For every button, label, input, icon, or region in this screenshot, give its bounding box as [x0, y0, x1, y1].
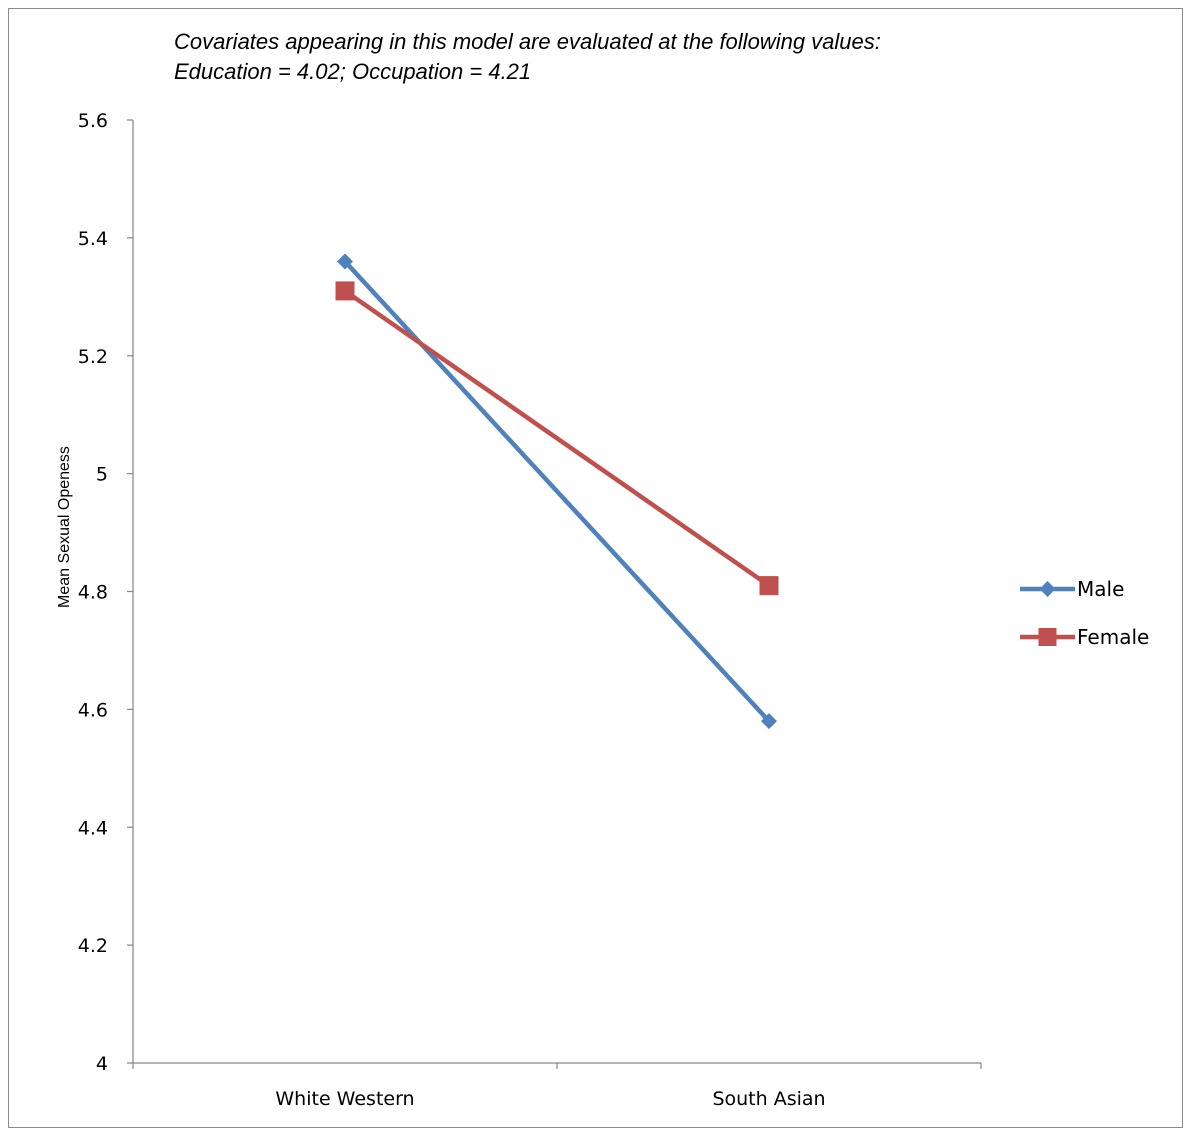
- legend-female-marker: [1038, 628, 1057, 646]
- y-tick-label: 4.2: [78, 935, 108, 957]
- chart-axes: [127, 119, 982, 1069]
- legend: Male Female: [1020, 577, 1149, 649]
- x-tick-label: White Western: [275, 1088, 414, 1110]
- legend-female-label: Female: [1077, 625, 1149, 649]
- chart-frame: [8, 8, 1183, 1128]
- y-tick-label: 5.2: [78, 346, 108, 368]
- y-tick-label: 5.6: [78, 110, 108, 132]
- legend-male-label: Male: [1077, 577, 1124, 601]
- covariates-note-line-1: Covariates appearing in this model are e…: [174, 29, 881, 54]
- covariates-note-line-2: Education = 4.02; Occupation = 4.21: [174, 59, 531, 84]
- male-data-point: [337, 253, 353, 270]
- y-tick-label: 4.6: [78, 699, 108, 721]
- female-series-line: [343, 289, 771, 588]
- female-data-point: [759, 576, 779, 596]
- male-data-point: [761, 713, 777, 730]
- y-tick-label: 5: [96, 464, 108, 486]
- y-tick-label: 4.8: [78, 582, 108, 604]
- y-tick-labels: 4 4.2 4.4 4.6 4.8 5 5.2 5.4 5.6: [78, 110, 108, 1075]
- y-tick-label: 5.4: [78, 228, 108, 250]
- male-series-line: [343, 259, 771, 723]
- series-lines: [335, 253, 779, 730]
- legend-male-marker: [1039, 581, 1056, 597]
- y-tick-label: 4.4: [78, 817, 108, 839]
- female-data-point: [335, 281, 355, 301]
- y-tick-label: 4: [96, 1053, 108, 1075]
- y-axis-label: Mean Sexual Openess: [56, 446, 73, 608]
- x-tick-label: South Asian: [712, 1088, 825, 1110]
- x-tick-labels: White Western South Asian: [275, 1088, 825, 1110]
